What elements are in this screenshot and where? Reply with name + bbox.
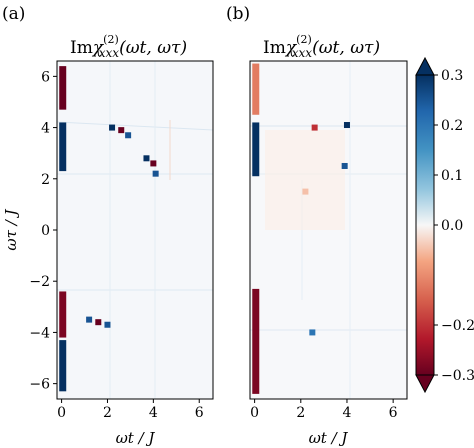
y-tick-label-a: 4 bbox=[41, 121, 50, 137]
panel-a-background bbox=[57, 61, 213, 399]
title-b-chi: χ bbox=[285, 38, 298, 58]
heatmap-peak-a bbox=[143, 155, 150, 162]
colorbar-tick-label: 0.0 bbox=[441, 218, 463, 234]
panel-label-a: (a) bbox=[2, 4, 25, 24]
heatmap-peak-a bbox=[109, 124, 116, 131]
y-tick-label-a: 2 bbox=[41, 172, 50, 188]
colorbar-extend-top bbox=[415, 56, 435, 76]
colorbar-gradient bbox=[415, 74, 435, 376]
y-axis-label-a: ωτ / J bbox=[2, 208, 20, 250]
panel-a-ticks: 0 2 4 6 6 4 2 0 −2 −4 −6 bbox=[29, 69, 203, 421]
x-tick-label-a: 2 bbox=[103, 405, 112, 421]
panel-b-faint-patch bbox=[265, 130, 345, 230]
heatmap-peak-a bbox=[125, 132, 132, 139]
panel-b-frame bbox=[249, 60, 408, 400]
heatmap-peak-a bbox=[118, 127, 125, 134]
x-tick-label-b: 4 bbox=[343, 405, 352, 421]
title-a-sub: xxx bbox=[99, 46, 120, 60]
title-b-prefix: Im bbox=[263, 38, 286, 58]
heatmap-peak-b bbox=[309, 329, 316, 336]
title-a-args: (ωt, ωτ) bbox=[119, 38, 187, 58]
x-tick-label-a: 4 bbox=[149, 405, 158, 421]
heatmap-peak-b bbox=[343, 122, 350, 129]
title-a-chi: χ bbox=[92, 38, 105, 58]
heatmap-peak-b bbox=[311, 124, 318, 131]
colorbar: 0.3 0.2 0.1 0.0 −0.2 −0.3 bbox=[415, 56, 474, 394]
x-axis-label-b: ωt / J bbox=[309, 429, 349, 447]
heatmap-peak-a bbox=[104, 321, 111, 328]
y-tick-label-a: 6 bbox=[41, 69, 50, 85]
panel-b-ticks: 0 2 4 6 bbox=[250, 399, 398, 421]
colorbar-ticks: 0.3 0.2 0.1 0.0 −0.2 −0.3 bbox=[434, 68, 474, 384]
title-a: Imχ(2) xxx(ωt, ωτ) bbox=[70, 33, 187, 60]
heatmap-peak-a bbox=[152, 170, 159, 177]
y-tick-label-a: 0 bbox=[41, 223, 50, 239]
x-tick-label-b: 2 bbox=[296, 405, 305, 421]
title-a-sup: (2) bbox=[103, 33, 119, 46]
panel-label-b: (b) bbox=[226, 4, 250, 24]
heatmap-strip-b bbox=[252, 288, 260, 394]
title-b-sub: xxx bbox=[292, 46, 313, 60]
colorbar-extend-bottom bbox=[415, 374, 435, 394]
y-tick-label-a: −4 bbox=[29, 325, 50, 341]
heatmap-strip-a bbox=[59, 66, 67, 110]
title-b: Imχ(2) xxx(ωt, ωτ) bbox=[263, 33, 380, 60]
title-a-prefix: Im bbox=[70, 38, 93, 58]
heatmap-peak-a bbox=[86, 316, 93, 323]
x-tick-label-a: 6 bbox=[195, 405, 204, 421]
panel-a-marks bbox=[59, 66, 159, 392]
colorbar-tick-label: −0.3 bbox=[441, 368, 474, 384]
heatmap-strip-a bbox=[59, 291, 67, 338]
heatmap-panel-a: 0 2 4 6 6 4 2 0 −2 −4 −6 ωt / J ωτ / J bbox=[2, 60, 214, 447]
heatmap-peak-b bbox=[302, 188, 309, 195]
x-tick-label-a: 0 bbox=[57, 405, 66, 421]
panel-b-grid-lines bbox=[250, 61, 407, 399]
panel-a-grid-lines bbox=[57, 61, 213, 399]
heatmap-peak-a bbox=[150, 160, 157, 167]
colorbar-tick-label: 0.3 bbox=[441, 68, 463, 84]
heatmap-strip-a bbox=[59, 340, 67, 392]
title-b-sup: (2) bbox=[296, 33, 312, 46]
x-axis-label-a: ωt / J bbox=[116, 429, 156, 447]
x-tick-label-b: 6 bbox=[389, 405, 398, 421]
heatmap-peak-b bbox=[341, 162, 348, 169]
x-tick-label-b: 0 bbox=[250, 405, 259, 421]
colorbar-tick-label: 0.1 bbox=[441, 168, 463, 184]
y-tick-label-a: −6 bbox=[29, 377, 50, 393]
heatmap-strip-a bbox=[59, 122, 67, 172]
heatmap-panel-b: 0 2 4 6 ωt / J bbox=[249, 60, 408, 447]
panel-b-marks bbox=[252, 63, 350, 394]
colorbar-tick-label: 0.2 bbox=[441, 118, 463, 134]
heatmap-strip-b bbox=[252, 63, 260, 115]
title-b-args: (ωt, ωτ) bbox=[312, 38, 380, 58]
panel-a-faint-line bbox=[57, 121, 213, 131]
y-tick-label-a: −2 bbox=[29, 274, 50, 290]
heatmap-peak-a bbox=[95, 319, 102, 326]
heatmap-strip-b bbox=[252, 122, 260, 177]
colorbar-tick-label: −0.2 bbox=[441, 318, 474, 334]
